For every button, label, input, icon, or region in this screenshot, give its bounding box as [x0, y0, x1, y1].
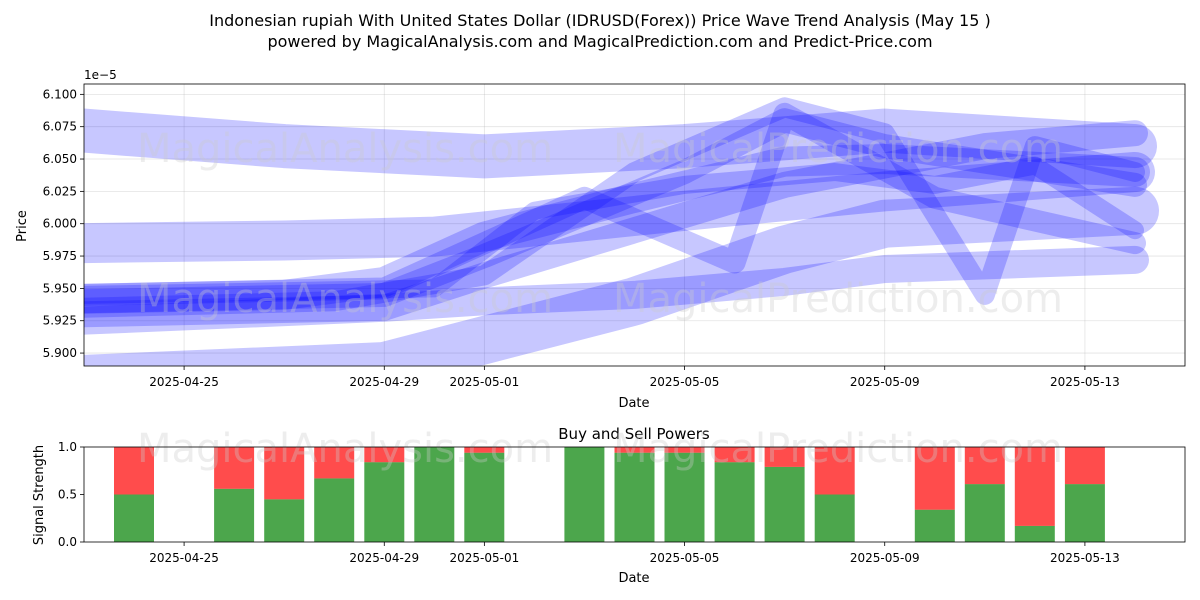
buy-bar — [764, 466, 805, 542]
price-watermark-left: MagicalAnalysis.com — [137, 126, 553, 172]
buy-bar — [114, 494, 154, 542]
buy-bar — [614, 452, 655, 542]
buy-bar — [364, 462, 405, 542]
power-x-tick-label: 2025-05-05 — [650, 551, 720, 565]
buy-bar — [564, 447, 605, 542]
chart-title-line1: Indonesian rupiah With United States Dol… — [209, 11, 990, 30]
price-plot-area — [84, 84, 1185, 366]
buy-bar — [914, 509, 955, 542]
price-y-tick-label: 6.000 — [43, 217, 77, 231]
sell-bar — [664, 447, 705, 453]
price-x-ticks: 2025-04-25 2025-04-29 2025-05-01 2025-05-05… — [149, 366, 1120, 389]
sell-bar — [714, 447, 755, 463]
price-wave-4 — [84, 120, 1148, 328]
power-x-tick-label: 2025-05-09 — [850, 551, 920, 565]
price-x-axis-label: Date — [618, 396, 649, 411]
buy-bar — [1014, 525, 1055, 542]
buy-bar — [1064, 484, 1105, 542]
price-watermark-right-2: MagicalPrediction.com — [613, 276, 1063, 322]
buy-bar — [414, 447, 455, 542]
price-wave-6 — [84, 102, 1146, 306]
power-bars — [114, 447, 1105, 543]
price-wave-3 — [84, 144, 1150, 314]
price-x-tick-label: 2025-05-05 — [650, 375, 720, 389]
sell-bar — [364, 447, 405, 463]
price-x-tick-label: 2025-04-25 — [149, 375, 219, 389]
buy-bar — [464, 452, 505, 542]
price-wave-series — [84, 97, 1159, 366]
buy-bar — [964, 484, 1005, 542]
sell-bar — [1014, 447, 1055, 526]
power-x-tick-label: 2025-05-01 — [449, 551, 519, 565]
sell-bar — [1064, 447, 1105, 485]
price-y-ticks: 5.900 5.925 5.950 5.975 6.000 6.025 6.050 6.075… — [43, 87, 84, 360]
buy-bar — [314, 478, 355, 542]
buy-bar — [814, 494, 855, 542]
power-y-axis-label: Signal Strength — [32, 445, 47, 545]
price-x-tick-label: 2025-05-01 — [449, 375, 519, 389]
buy-bar — [264, 499, 305, 543]
price-wave-8 — [84, 156, 1144, 304]
chart-title-line2: powered by MagicalAnalysis.com and Magic… — [267, 32, 932, 51]
price-wave-10 — [84, 186, 1159, 366]
price-wave-5 — [84, 108, 1147, 314]
price-wave-7 — [84, 97, 1145, 318]
power-panel: Buy and Sell Powers MagicalAnalysis.com … — [32, 425, 1186, 586]
price-x-tick-label: 2025-05-09 — [850, 375, 920, 389]
power-watermark-right: MagicalPrediction.com — [613, 426, 1063, 472]
price-y-offset-label: 1e−5 — [84, 68, 117, 82]
power-y-tick-label: 1.0 — [58, 440, 77, 454]
price-watermark-right: MagicalPrediction.com — [613, 126, 1063, 172]
price-y-tick-label: 6.025 — [43, 184, 77, 198]
price-grid — [84, 84, 1185, 366]
price-wave-9 — [84, 245, 1149, 335]
power-watermark-left: MagicalAnalysis.com — [137, 426, 553, 472]
sell-bar — [314, 447, 355, 479]
price-x-tick-label: 2025-05-13 — [1050, 375, 1120, 389]
price-y-tick-label: 6.050 — [43, 152, 77, 166]
buy-bar — [664, 452, 705, 542]
power-x-tick-label: 2025-04-25 — [149, 551, 219, 565]
price-y-tick-label: 5.900 — [43, 346, 77, 360]
price-y-tick-label: 5.975 — [43, 249, 77, 263]
buy-bar — [714, 462, 755, 542]
price-y-tick-label: 6.100 — [43, 87, 77, 101]
price-x-tick-label: 2025-04-29 — [349, 375, 419, 389]
power-x-axis-label: Date — [618, 571, 649, 586]
sell-bar — [964, 447, 1005, 485]
price-y-tick-label: 6.075 — [43, 120, 77, 134]
power-y-ticks: 0.0 0.5 1.0 — [58, 440, 84, 549]
power-y-tick-label: 0.0 — [58, 535, 77, 549]
price-y-tick-label: 5.925 — [43, 314, 77, 328]
sell-bar — [214, 447, 255, 489]
power-title: Buy and Sell Powers — [558, 425, 710, 443]
sell-bar — [264, 447, 305, 500]
power-y-tick-label: 0.5 — [58, 488, 77, 502]
power-x-tick-label: 2025-04-29 — [349, 551, 419, 565]
price-wave-2 — [84, 152, 1155, 264]
sell-bar — [464, 447, 505, 453]
price-panel: MagicalAnalysis.com MagicalPrediction.co… — [15, 68, 1186, 411]
price-wave-1 — [84, 108, 1157, 179]
power-x-tick-label: 2025-05-13 — [1050, 551, 1120, 565]
power-axes-frame — [83, 446, 1186, 543]
sell-bar — [914, 447, 955, 510]
sell-bar — [814, 447, 855, 495]
buy-bar — [214, 488, 255, 542]
sell-bar — [114, 447, 154, 495]
power-x-ticks: 2025-04-25 2025-04-29 2025-05-01 2025-05-05… — [149, 542, 1120, 565]
sell-bar — [764, 447, 805, 467]
price-y-axis-label: Price — [15, 210, 30, 242]
price-watermark-left-2: MagicalAnalysis.com — [137, 276, 553, 322]
sell-bar — [614, 447, 655, 453]
price-axes-frame — [83, 83, 1186, 367]
price-y-tick-label: 5.950 — [43, 281, 77, 295]
